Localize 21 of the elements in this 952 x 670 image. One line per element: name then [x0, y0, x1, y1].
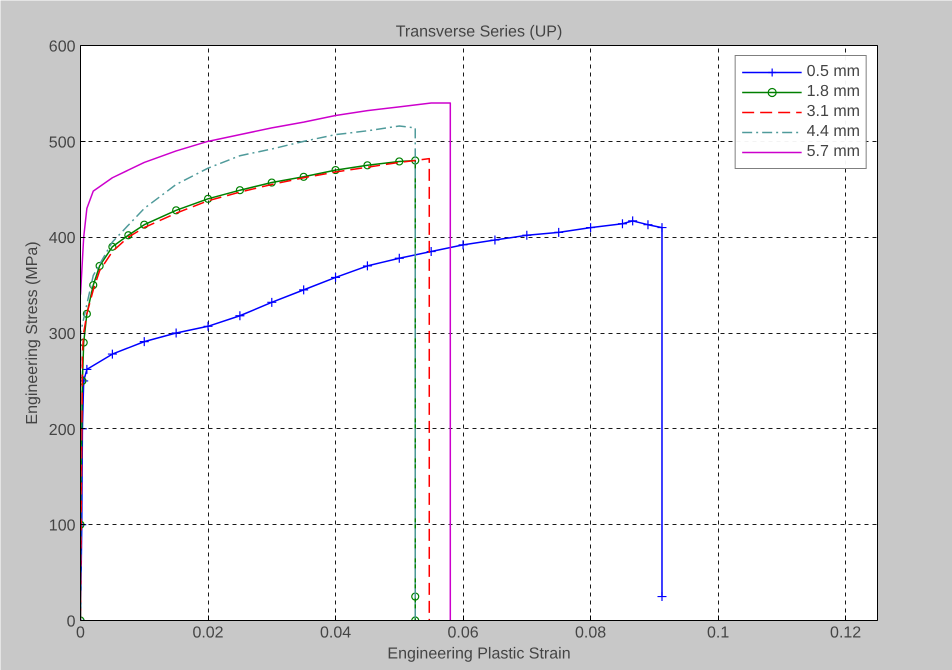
legend-label: 1.8 mm	[806, 83, 860, 101]
y-tick-label: 200	[48, 422, 76, 439]
y-tick-label: 400	[48, 230, 76, 248]
x-tick-label: 0.02	[192, 624, 224, 642]
legend-label: 3.1 mm	[806, 103, 860, 121]
legend-label: 5.7 mm	[806, 143, 860, 161]
x-axis-title: Engineering Plastic Strain	[387, 646, 571, 662]
y-tick-label: 0	[66, 614, 76, 630]
y-tick-label: 300	[48, 326, 76, 343]
x-tick-label: 0.08	[575, 624, 606, 642]
y-tick-label: 500	[48, 134, 76, 152]
x-tick-label: 0.12	[830, 624, 862, 642]
chart-title: Transverse Series (UP)	[396, 24, 562, 40]
y-tick-label: 100	[48, 518, 76, 535]
x-tick-label: 0.06	[447, 624, 479, 642]
y-axis-title: Engineering Stress (MPa)	[24, 241, 41, 425]
legend-label: 0.5 mm	[806, 63, 860, 81]
x-tick-label: 0.04	[320, 624, 352, 642]
y-tick-label: 600	[48, 38, 76, 56]
x-tick-label: 0.1	[706, 624, 730, 642]
legend-label: 4.4 mm	[806, 123, 860, 141]
